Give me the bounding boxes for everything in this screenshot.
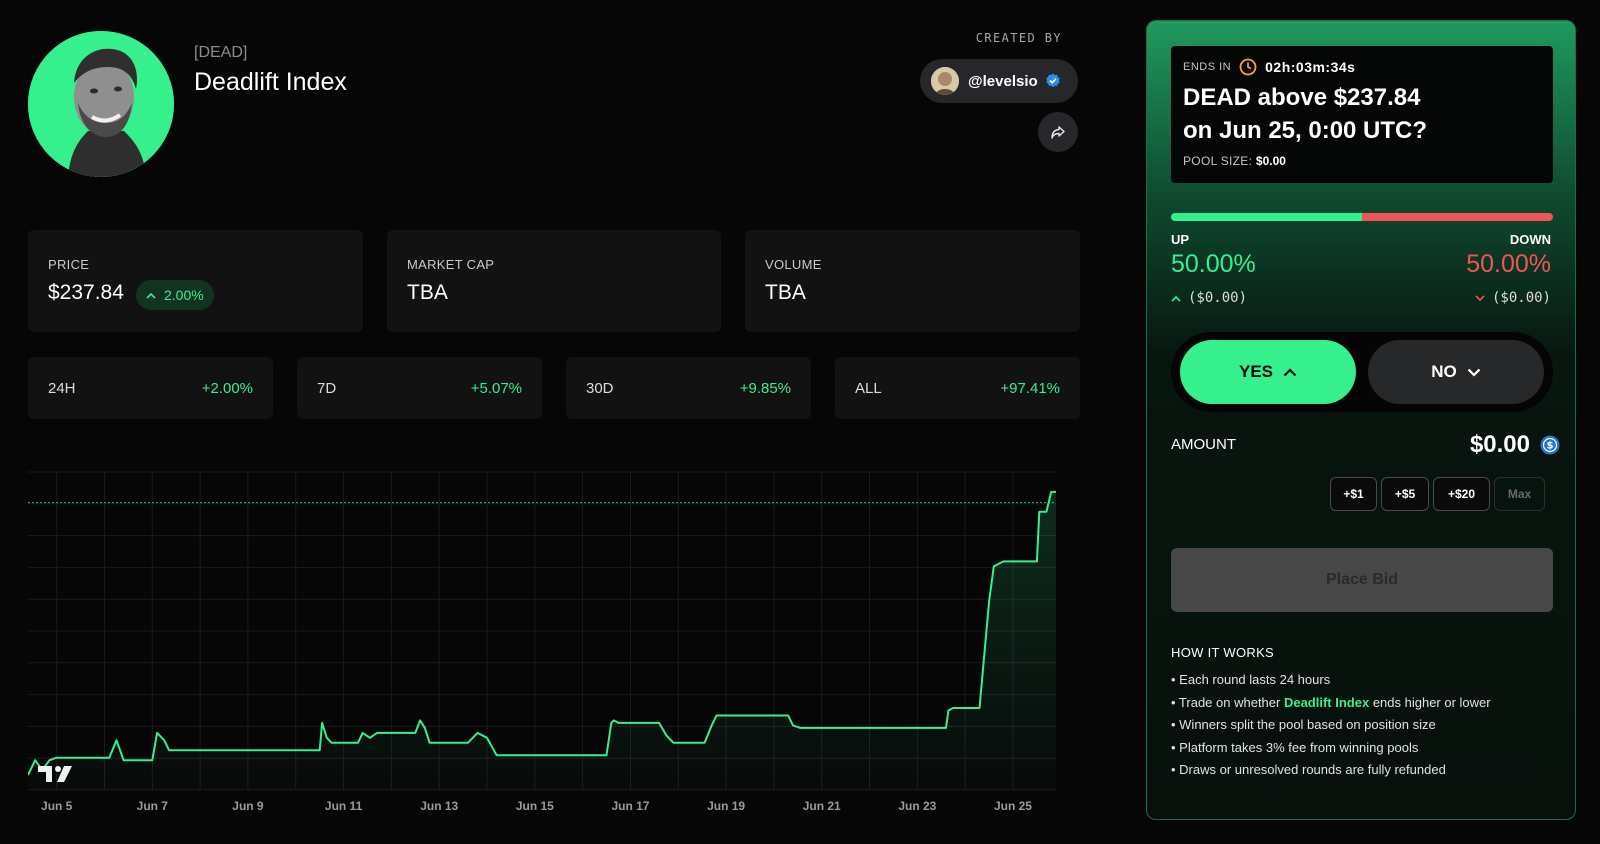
x-tick-label: Jun 25: [994, 799, 1032, 813]
down-label: DOWN: [1509, 232, 1551, 247]
how-item: • Draws or unresolved rounds are fully r…: [1171, 762, 1446, 777]
place-bid-button[interactable]: Place Bid: [1171, 548, 1553, 612]
yes-button[interactable]: YES: [1180, 340, 1356, 404]
amount-label: AMOUNT: [1171, 436, 1236, 453]
chart-series-line: [28, 490, 1056, 776]
volume-value: TBA: [765, 281, 806, 304]
pool-size-label: POOL SIZE:: [1183, 154, 1253, 168]
deadlift-index-link[interactable]: Deadlift Index: [1283, 694, 1370, 710]
up-label: UP: [1171, 232, 1190, 247]
max-chip[interactable]: Max: [1494, 477, 1545, 511]
period-change: +97.41%: [1000, 379, 1060, 397]
how-it-works-title: HOW IT WORKS: [1171, 645, 1275, 660]
volume-label: VOLUME: [765, 257, 822, 272]
chevron-up-icon: [1171, 295, 1181, 302]
tradingview-logo-icon: [38, 766, 72, 782]
market-cap-value: TBA: [407, 281, 448, 304]
up-amount: ($0.00): [1171, 290, 1247, 306]
share-button[interactable]: [1038, 112, 1078, 152]
prediction-panel: ENDS IN 02h:03m:34s DEAD above $237.84 o…: [1146, 20, 1576, 820]
yes-label: YES: [1238, 362, 1274, 381]
x-tick-label: Jun 11: [325, 799, 363, 813]
period-change: +2.00%: [201, 379, 253, 397]
verified-icon: [1045, 73, 1060, 88]
period-card-all[interactable]: ALL +97.41%: [835, 357, 1080, 419]
chart-area: [28, 491, 1056, 790]
market-question-box: ENDS IN 02h:03m:34s DEAD above $237.84 o…: [1171, 46, 1553, 183]
odds-bar-down: [1362, 213, 1553, 221]
x-tick-label: Jun 9: [232, 799, 264, 813]
add-20-chip[interactable]: +$20: [1433, 477, 1490, 511]
clock-icon: [1239, 58, 1257, 76]
chevron-down-icon: [1467, 368, 1481, 377]
how-item: • Winners split the pool based on positi…: [1171, 717, 1436, 732]
svg-text:$: $: [1547, 441, 1554, 452]
odds-bar-up: [1171, 213, 1362, 221]
question-line-1: DEAD above $237.84: [1183, 84, 1421, 111]
period-card-30d[interactable]: 30D +9.85%: [566, 357, 811, 419]
x-tick-label: Jun 23: [898, 799, 936, 813]
chart-x-axis: Jun 5 Jun 7 Jun 9 Jun 11 Jun 13 Jun 15 Jun 17 J…: [41, 799, 1032, 813]
creator-handle: @levelsio: [968, 72, 1038, 90]
period-card-7d[interactable]: 7D +5.07%: [297, 357, 542, 419]
price-card: PRICE $237.84 2.00%: [28, 230, 363, 332]
creator-profile-button[interactable]: @levelsio: [920, 59, 1078, 103]
amount-input[interactable]: $0.00: [1469, 431, 1530, 458]
share-icon: [1051, 126, 1065, 139]
x-tick-label: Jun 5: [41, 799, 73, 813]
how-item: • Each round lasts 24 hours: [1171, 672, 1331, 687]
pool-size-value: $0.00: [1255, 154, 1286, 168]
chevron-up-icon: [146, 292, 156, 299]
down-percentage: 50.00%: [1466, 250, 1551, 278]
ends-in-label: ENDS IN: [1183, 61, 1232, 73]
price-change-badge: 2.00%: [136, 280, 214, 310]
x-tick-label: Jun 7: [137, 799, 169, 813]
x-tick-label: Jun 21: [803, 799, 841, 813]
add-1-chip[interactable]: +$1: [1330, 477, 1377, 511]
up-percentage: 50.00%: [1171, 250, 1256, 278]
price-change-value: 2.00%: [164, 287, 204, 303]
how-item: • Trade on whether Deadlift Index ends h…: [1171, 692, 1491, 715]
period-label: 7D: [317, 379, 337, 397]
how-item-text: ends higher or lower: [1369, 694, 1491, 710]
period-label: 24H: [48, 379, 76, 397]
period-change: +9.85%: [739, 379, 791, 397]
period-change: +5.07%: [470, 379, 522, 397]
down-amount: ($0.00): [1475, 290, 1551, 306]
token-name: Deadlift Index: [194, 68, 347, 96]
chevron-down-icon: [1475, 294, 1485, 301]
created-by-label: CREATED BY: [975, 31, 1062, 45]
countdown-timer: 02h:03m:34s: [1265, 59, 1356, 75]
market-cap-label: MARKET CAP: [407, 257, 495, 272]
price-value: $237.84: [48, 281, 124, 304]
x-tick-label: Jun 15: [516, 799, 554, 813]
no-label: NO: [1431, 362, 1457, 381]
up-amount-value: ($0.00): [1188, 290, 1248, 306]
period-label: 30D: [586, 379, 614, 397]
no-button[interactable]: NO: [1368, 340, 1544, 404]
market-cap-card: MARKET CAP TBA: [387, 230, 721, 332]
how-item-text: • Trade on whether: [1171, 694, 1284, 710]
token-ticker: [DEAD]: [194, 44, 248, 61]
question-line-2: on Jun 25, 0:00 UTC?: [1183, 117, 1428, 144]
price-label: PRICE: [48, 257, 90, 272]
yes-no-toggle: YES NO: [1171, 332, 1553, 412]
x-tick-label: Jun 17: [611, 799, 649, 813]
odds-bar: [1171, 213, 1553, 221]
chevron-up-icon: [1283, 367, 1297, 376]
how-item: • Platform takes 3% fee from winning poo…: [1171, 739, 1419, 755]
price-chart[interactable]: Jun 5 Jun 7 Jun 9 Jun 11 Jun 13 Jun 15 Jun 17 J…: [28, 470, 1080, 840]
period-card-24h[interactable]: 24H +2.00%: [28, 357, 273, 419]
period-label: ALL: [855, 379, 882, 397]
usdc-icon: $: [1540, 435, 1560, 455]
down-amount-value: ($0.00): [1491, 290, 1551, 306]
x-tick-label: Jun 13: [420, 799, 458, 813]
how-it-works-list: • Each round lasts 24 hours • Trade on w…: [1171, 669, 1491, 782]
creator-avatar: [931, 67, 959, 95]
pool-size: POOL SIZE: $0.00: [1183, 154, 1286, 168]
volume-card: VOLUME TBA: [745, 230, 1080, 332]
add-5-chip[interactable]: +$5: [1381, 477, 1429, 511]
token-avatar: [28, 31, 174, 177]
x-tick-label: Jun 19: [707, 799, 745, 813]
